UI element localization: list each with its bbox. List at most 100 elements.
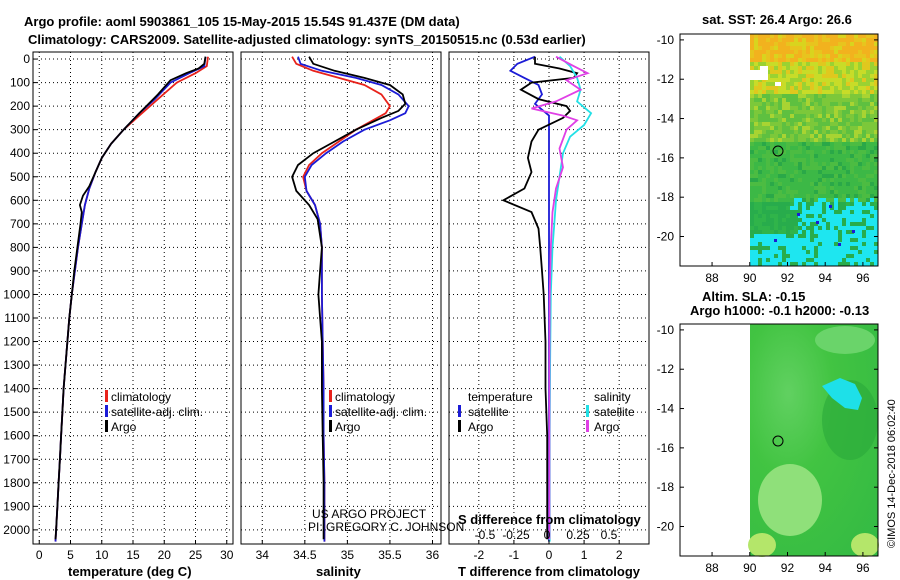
sst-cell [806,122,810,126]
sst-cell [814,234,818,238]
sst-cell [846,226,850,230]
sst-cell [794,38,798,42]
sst-cell [830,194,834,198]
sst-cell [854,178,858,182]
sst-cell [870,114,874,118]
sst-cell [774,70,778,74]
sst-cell [866,226,870,230]
sst-cell [866,146,870,150]
sst-cell [862,118,866,122]
sst-cell [786,166,790,170]
sst-cell [842,238,846,242]
sst-cell [818,34,822,38]
sst-cell [790,178,794,182]
sst-cell [850,206,854,210]
sst-cell [770,166,774,170]
s-difference-axis: -0.5 -0.25 0 0.25 0.5 [475,528,618,542]
sst-cell [758,134,762,138]
sst-cell [866,150,870,154]
sst-cell [766,158,770,162]
sst-cell [862,86,866,90]
sst-cell [750,182,754,186]
sst-cell [826,66,830,70]
sst-cell [842,130,846,134]
sst-cell [858,86,862,90]
sst-cell [830,82,834,86]
sst-cell [838,230,842,234]
sst-cell [834,230,838,234]
sst-cell [830,98,834,102]
sst-cell [874,262,878,266]
sst-cell [766,214,770,218]
sst-cell [850,182,854,186]
sst-cell [850,34,854,38]
sst-cell [862,82,866,86]
sst-cell [826,110,830,114]
sst-cell [842,86,846,90]
sst-cell [858,134,862,138]
sst-cell [762,94,766,98]
sst-cell [758,238,762,242]
sst-cell [762,118,766,122]
sst-cell [794,70,798,74]
sst-cell [838,150,842,154]
series-line-argo [291,56,407,540]
sst-cell [806,86,810,90]
sst-cell [810,234,814,238]
sst-cell [754,190,758,194]
sst-cell [866,34,870,38]
sst-cell [802,242,806,246]
sst-cell [782,102,786,106]
sst-cell [766,186,770,190]
sst-cell [874,134,878,138]
sst-cell [774,198,778,202]
sst-cell [826,46,830,50]
sst-cell [842,150,846,154]
sst-cell [858,206,862,210]
sst-cell [838,50,842,54]
map-x-tick-label: 94 [819,561,833,575]
sst-cell [798,242,802,246]
sst-cell [862,122,866,126]
sst-cell [874,202,878,206]
sst-cell [750,154,754,158]
map-y-tick-label: -18 [657,480,675,494]
sst-cell [778,130,782,134]
sst-cell [782,86,786,90]
sst-cell [842,126,846,130]
sst-cell [866,198,870,202]
sst-cell [762,90,766,94]
legend-swatch-satellite [329,405,332,417]
sst-cell [858,242,862,246]
sst-cell [754,234,758,238]
sst-cell [846,34,850,38]
sst-cell [834,246,838,250]
sst-cell [766,154,770,158]
sst-cell [818,98,822,102]
sst-cell [798,150,802,154]
sst-cell [830,226,834,230]
sst-cell [814,110,818,114]
sst-cell [874,86,878,90]
sst-cell [850,42,854,46]
sst-cell [858,66,862,70]
sst-cell [790,194,794,198]
sst-cell [866,78,870,82]
sst-cell [802,42,806,46]
sst-cell [802,66,806,70]
sst-cell [834,62,838,66]
sst-cell [762,154,766,158]
sst-cell [866,210,870,214]
sst-cell [826,262,830,266]
sst-cell [790,134,794,138]
sst-cell [874,50,878,54]
sst-cell [866,122,870,126]
sst-cell [798,66,802,70]
sla-anomaly-patch [822,378,862,410]
sst-cell [758,46,762,50]
sst-cell [790,258,794,262]
sst-cell [794,110,798,114]
sst-cell [774,162,778,166]
sst-cell [822,246,826,250]
sst-cell [766,178,770,182]
